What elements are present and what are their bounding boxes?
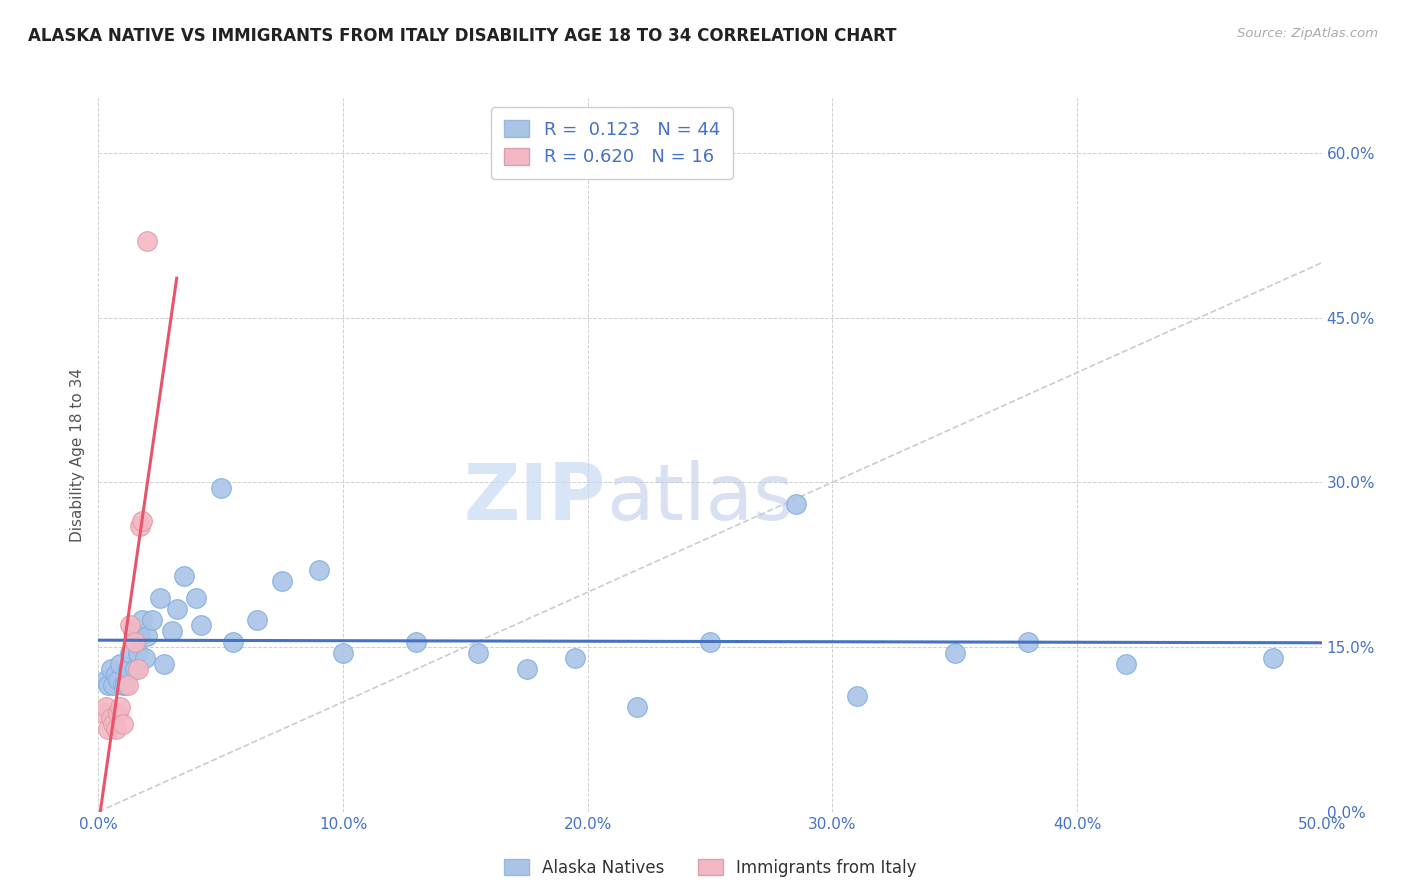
Text: Source: ZipAtlas.com: Source: ZipAtlas.com xyxy=(1237,27,1378,40)
Point xyxy=(332,646,354,660)
Point xyxy=(110,700,132,714)
Point xyxy=(467,646,489,660)
Point xyxy=(121,624,143,638)
Point xyxy=(97,678,120,692)
Text: ZIP: ZIP xyxy=(464,459,606,536)
Point xyxy=(564,651,586,665)
Text: atlas: atlas xyxy=(606,459,793,536)
Point xyxy=(149,591,172,605)
Point xyxy=(405,634,427,648)
Point xyxy=(160,624,183,638)
Point xyxy=(104,667,127,681)
Point xyxy=(136,234,159,248)
Point xyxy=(100,662,122,676)
Point xyxy=(134,651,156,665)
Point xyxy=(124,634,146,648)
Point xyxy=(136,629,159,643)
Point xyxy=(626,700,648,714)
Point xyxy=(127,646,149,660)
Point xyxy=(246,613,269,627)
Point xyxy=(101,717,124,731)
Point xyxy=(100,711,122,725)
Point xyxy=(117,678,139,692)
Text: ALASKA NATIVE VS IMMIGRANTS FROM ITALY DISABILITY AGE 18 TO 34 CORRELATION CHART: ALASKA NATIVE VS IMMIGRANTS FROM ITALY D… xyxy=(28,27,897,45)
Point xyxy=(114,678,136,692)
Point xyxy=(131,514,153,528)
Point xyxy=(222,634,245,648)
Point xyxy=(141,613,163,627)
Point xyxy=(91,706,114,720)
Legend: Alaska Natives, Immigrants from Italy: Alaska Natives, Immigrants from Italy xyxy=(495,851,925,886)
Point xyxy=(101,678,124,692)
Point xyxy=(173,568,195,582)
Point xyxy=(153,657,176,671)
Point xyxy=(110,657,132,671)
Point xyxy=(190,618,212,632)
Point xyxy=(107,673,129,687)
Point xyxy=(127,662,149,676)
Point xyxy=(785,497,807,511)
Y-axis label: Disability Age 18 to 34: Disability Age 18 to 34 xyxy=(70,368,86,542)
Point xyxy=(120,618,142,632)
Point xyxy=(1261,651,1284,665)
Point xyxy=(845,690,868,704)
Point xyxy=(107,706,129,720)
Point xyxy=(111,717,134,731)
Point xyxy=(186,591,208,605)
Point xyxy=(94,700,117,714)
Point xyxy=(270,574,294,589)
Point xyxy=(308,563,330,577)
Point xyxy=(117,662,139,676)
Point xyxy=(1017,634,1039,648)
Point xyxy=(97,723,120,737)
Point xyxy=(209,481,232,495)
Point xyxy=(1115,657,1137,671)
Point xyxy=(120,646,142,660)
Point xyxy=(166,601,188,615)
Point xyxy=(943,646,966,660)
Point xyxy=(124,662,146,676)
Point xyxy=(94,673,117,687)
Point xyxy=(104,723,127,737)
Point xyxy=(129,629,152,643)
Point xyxy=(111,678,134,692)
Point xyxy=(699,634,721,648)
Point xyxy=(131,613,153,627)
Point xyxy=(515,662,537,676)
Point xyxy=(129,519,152,533)
